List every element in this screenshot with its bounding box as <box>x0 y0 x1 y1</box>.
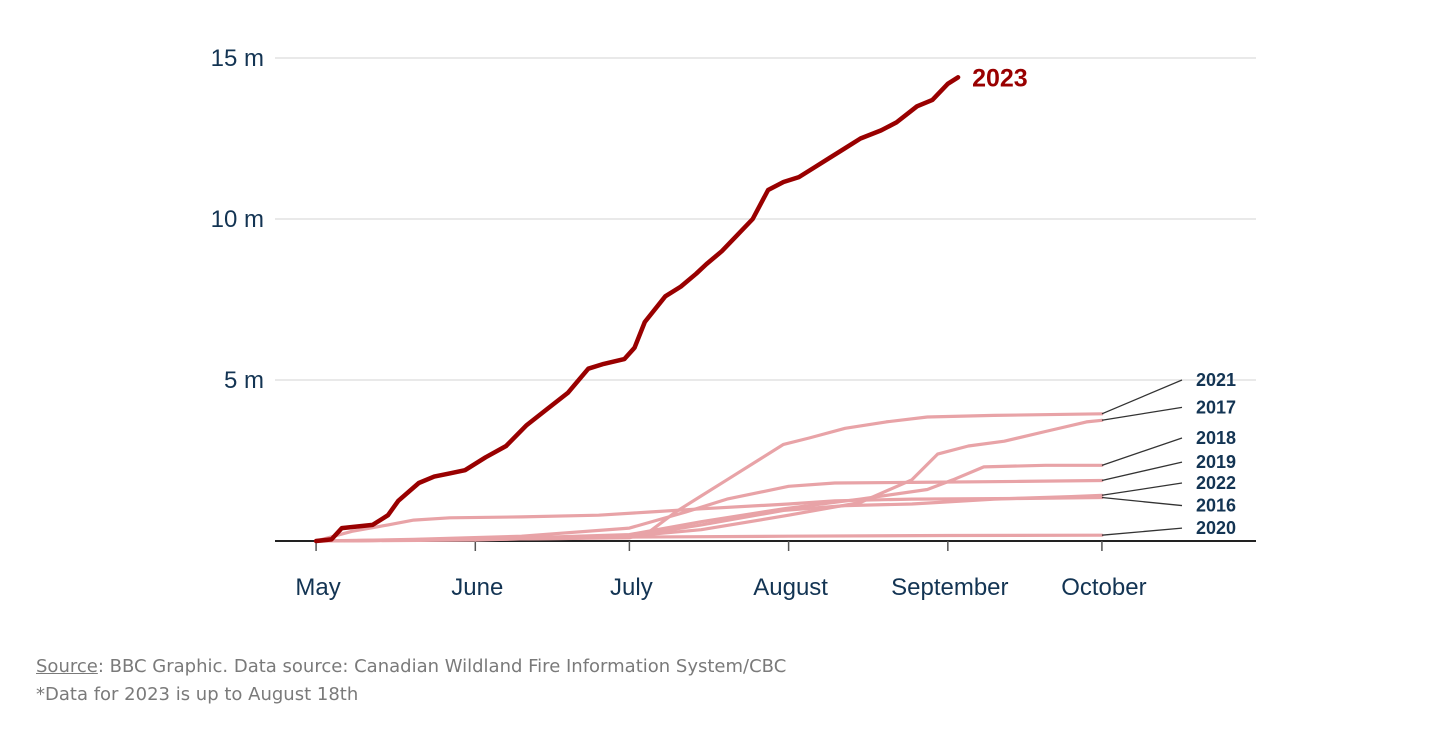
series-label-2018: 2018 <box>1196 428 1236 448</box>
x-tick-label: July <box>610 574 653 601</box>
leader-line-2019 <box>1101 461 1183 482</box>
other-years-series <box>314 412 1104 543</box>
wildfire-area-chart: 5 m 10 m 15 m May June July August September Oc… <box>211 45 1256 601</box>
series-label-2022: 2022 <box>1196 473 1236 493</box>
data-note: *Data for 2023 is up to August 18th <box>36 684 359 705</box>
series-label-2017: 2017 <box>1196 397 1236 417</box>
highlight-series: 2023 <box>313 64 1028 544</box>
leader-line-2017 <box>1101 406 1183 421</box>
series-line-2016 <box>314 495 1104 543</box>
leader-line-2020 <box>1101 527 1183 536</box>
series-label-2016: 2016 <box>1196 496 1236 516</box>
x-axis: May June July August September October <box>275 540 1256 601</box>
y-tick-label: 15 m <box>211 45 264 72</box>
series-line-2019 <box>314 478 1104 543</box>
source-label: Source <box>36 656 98 677</box>
source-note: Source: BBC Graphic. Data source: Canadi… <box>36 656 786 677</box>
gridlines <box>275 57 1256 381</box>
y-tick-label: 5 m <box>224 367 264 394</box>
series-line-2023 <box>313 75 961 544</box>
x-tick-label: September <box>891 574 1008 601</box>
y-tick-label: 10 m <box>211 206 264 233</box>
x-tick-label: October <box>1061 574 1146 601</box>
series-label-2023: 2023 <box>972 64 1028 92</box>
series-label-2021: 2021 <box>1196 370 1236 390</box>
leader-line-2016 <box>1101 496 1183 507</box>
leader-line-2021 <box>1101 379 1183 415</box>
series-label-2020: 2020 <box>1196 518 1236 538</box>
x-tick-label: June <box>451 574 503 601</box>
series-label-2019: 2019 <box>1196 452 1236 472</box>
x-tick-label: May <box>295 574 340 601</box>
series-line-2020 <box>314 533 1104 543</box>
leader-line-2018 <box>1101 437 1183 466</box>
y-axis-ticks: 5 m 10 m 15 m <box>211 45 264 394</box>
x-tick-label: August <box>753 574 828 601</box>
source-text: : BBC Graphic. Data source: Canadian Wil… <box>97 656 787 677</box>
leader-line-2022 <box>1101 482 1183 496</box>
